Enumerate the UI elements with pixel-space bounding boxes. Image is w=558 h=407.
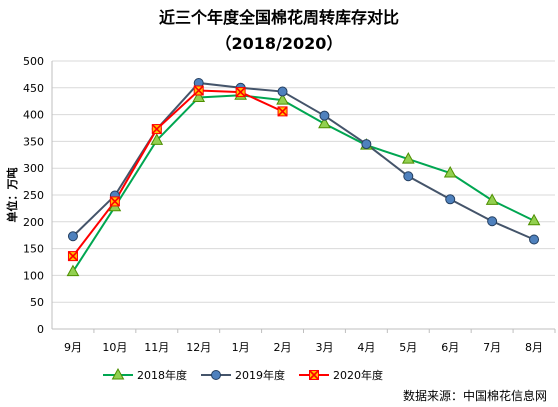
x-tick-label: 7月 — [483, 341, 501, 354]
series-line-3 — [72, 89, 283, 257]
data-point-series-1 — [66, 264, 80, 277]
data-point-series-1 — [192, 90, 206, 102]
legend-marker-1 — [111, 367, 125, 380]
data-point-series-1 — [527, 213, 541, 226]
data-point-series-2 — [445, 194, 456, 205]
x-tick-label: 5月 — [399, 341, 417, 354]
data-point-series-1 — [443, 165, 457, 178]
legend-label-2: 2019年度 — [235, 368, 285, 382]
data-point-series-2 — [487, 216, 498, 227]
data-point-series-1 — [485, 193, 499, 205]
data-point-series-2 — [529, 234, 540, 245]
data-point-series-2 — [67, 231, 78, 242]
y-tick-label: 400 — [23, 109, 44, 122]
y-tick-label: 100 — [23, 269, 44, 282]
legend-marker-3-cross — [308, 369, 320, 381]
source-note: 数据来源：中国棉花信息网 — [403, 388, 547, 403]
y-tick-label: 250 — [23, 189, 44, 202]
x-tick-label: 11月 — [144, 341, 169, 354]
data-point-series-3-cross — [277, 106, 288, 117]
y-tick-label: 50 — [30, 296, 44, 309]
y-tick-label: 450 — [23, 82, 44, 95]
y-tick-label: 300 — [23, 162, 44, 175]
x-tick-label: 12月 — [186, 341, 211, 354]
x-tick-label: 3月 — [315, 341, 333, 354]
legend-label-3: 2020年度 — [333, 368, 383, 382]
data-point-series-2 — [277, 86, 288, 97]
chart-title: 近三个年度全国棉花周转库存对比 — [158, 8, 399, 27]
data-point-series-3-cross — [151, 124, 162, 135]
y-tick-label: 150 — [23, 243, 44, 256]
y-tick-label: 200 — [23, 216, 44, 229]
y-tick-label: 500 — [23, 55, 44, 68]
data-point-series-1 — [276, 93, 289, 105]
data-point-series-2 — [361, 139, 372, 150]
y-tick-label: 0 — [37, 323, 44, 336]
data-point-series-3-cross — [67, 251, 79, 262]
data-point-series-1 — [401, 152, 415, 164]
x-tick-label: 6月 — [441, 341, 459, 354]
x-tick-label: 4月 — [357, 341, 375, 354]
data-point-series-2 — [319, 110, 330, 121]
y-axis-label: 单位：万吨 — [5, 168, 19, 223]
x-tick-label: 9月 — [64, 341, 82, 354]
data-point-series-1 — [318, 116, 331, 129]
x-tick-label: 10月 — [102, 341, 127, 354]
x-tick-label: 1月 — [232, 341, 250, 354]
x-tick-label: 2月 — [274, 341, 292, 354]
data-point-series-1 — [150, 133, 164, 145]
data-point-series-3-cross — [235, 87, 246, 98]
y-tick-label: 350 — [23, 135, 44, 148]
legend-label-1: 2018年度 — [137, 368, 187, 382]
data-point-series-3-cross — [193, 85, 204, 96]
series-line-1 — [72, 94, 535, 273]
chart-subtitle: （2018/2020） — [215, 34, 343, 53]
series-line-2 — [72, 81, 535, 241]
data-point-series-2 — [403, 171, 414, 182]
data-point-series-3-cross — [109, 196, 120, 207]
legend-marker-2 — [211, 370, 221, 380]
x-tick-label: 8月 — [525, 341, 543, 354]
